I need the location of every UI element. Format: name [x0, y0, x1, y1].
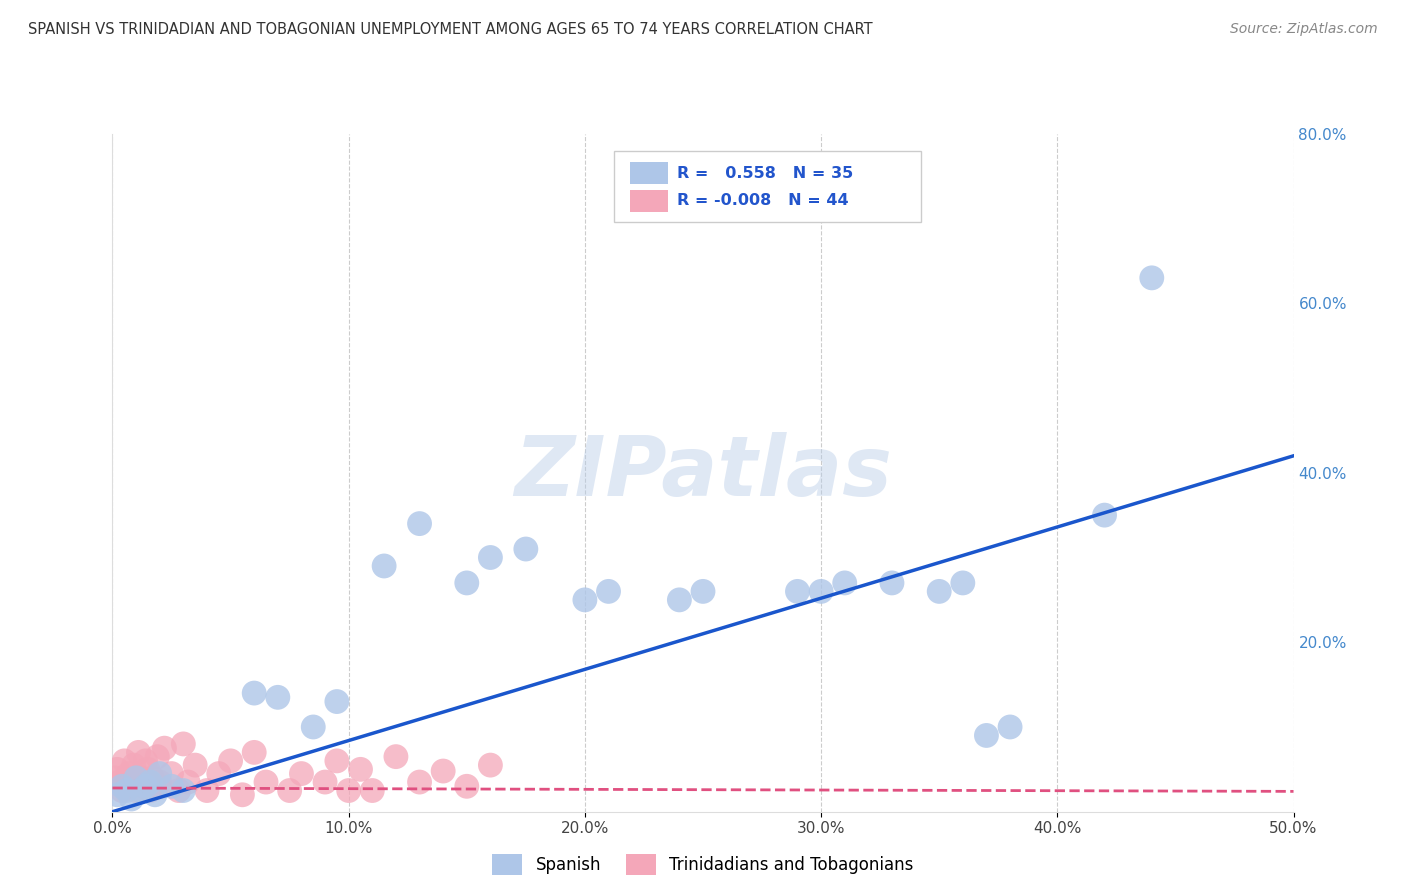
Point: [349, 762, 371, 776]
Point: [952, 576, 974, 591]
Text: SPANISH VS TRINIDADIAN AND TOBAGONIAN UNEMPLOYMENT AMONG AGES 65 TO 74 YEARS COR: SPANISH VS TRINIDADIAN AND TOBAGONIAN UN…: [28, 22, 873, 37]
Point: [129, 771, 152, 785]
Point: [120, 792, 142, 806]
Point: [105, 762, 128, 776]
Point: [574, 592, 596, 607]
Point: [231, 788, 253, 802]
Point: [125, 771, 148, 785]
Point: [786, 584, 808, 599]
Point: [456, 780, 478, 794]
Point: [129, 783, 152, 797]
Point: [976, 728, 998, 742]
Point: [149, 766, 172, 780]
Point: [408, 516, 430, 531]
Text: R = -0.008   N = 44: R = -0.008 N = 44: [678, 194, 849, 209]
Point: [115, 780, 138, 794]
FancyBboxPatch shape: [614, 151, 921, 222]
Point: [172, 783, 194, 797]
Point: [880, 576, 903, 591]
Point: [208, 766, 231, 780]
Point: [598, 584, 620, 599]
Point: [111, 780, 134, 794]
Point: [167, 783, 190, 797]
Point: [139, 775, 162, 789]
Text: ZIPatlas: ZIPatlas: [515, 433, 891, 513]
Point: [373, 558, 395, 574]
Point: [118, 766, 141, 780]
Point: [195, 783, 218, 797]
FancyBboxPatch shape: [630, 162, 668, 184]
Point: [326, 694, 349, 708]
Point: [456, 576, 478, 591]
Point: [326, 754, 349, 768]
Point: [127, 746, 149, 760]
Point: [692, 584, 714, 599]
Point: [314, 775, 336, 789]
Point: [998, 720, 1021, 734]
Point: [122, 758, 145, 772]
Point: [515, 541, 537, 557]
Point: [142, 771, 165, 785]
Point: [243, 686, 266, 700]
Point: [153, 741, 176, 756]
Point: [125, 783, 148, 797]
Point: [290, 766, 312, 780]
Point: [254, 775, 277, 789]
Point: [177, 775, 200, 789]
Point: [132, 780, 155, 794]
Point: [146, 749, 169, 764]
Point: [219, 754, 242, 768]
Point: [479, 550, 502, 565]
Point: [135, 780, 157, 794]
Point: [408, 775, 430, 789]
Point: [479, 758, 502, 772]
Point: [278, 783, 301, 797]
Point: [104, 771, 127, 785]
Point: [668, 592, 690, 607]
Point: [810, 584, 832, 599]
Point: [120, 775, 142, 789]
Point: [143, 788, 166, 802]
Point: [136, 762, 159, 776]
Point: [105, 788, 128, 802]
Point: [172, 737, 194, 751]
Point: [361, 783, 384, 797]
Point: [432, 764, 454, 778]
Point: [184, 758, 207, 772]
Point: [1140, 271, 1163, 285]
Point: [160, 780, 183, 794]
Text: Source: ZipAtlas.com: Source: ZipAtlas.com: [1230, 22, 1378, 37]
FancyBboxPatch shape: [630, 190, 668, 211]
Legend: Spanish, Trinidadians and Tobagonians: Spanish, Trinidadians and Tobagonians: [485, 847, 921, 881]
Point: [112, 754, 135, 768]
Point: [108, 775, 131, 789]
Point: [243, 746, 266, 760]
Point: [143, 780, 166, 794]
Point: [337, 783, 360, 797]
Point: [834, 576, 856, 591]
Point: [115, 783, 138, 797]
Point: [928, 584, 950, 599]
Point: [302, 720, 325, 734]
Point: [1094, 508, 1116, 523]
Point: [385, 749, 408, 764]
Point: [160, 766, 183, 780]
Point: [135, 754, 157, 768]
Point: [139, 783, 162, 797]
Point: [149, 775, 172, 789]
Point: [111, 783, 134, 797]
Point: [267, 690, 290, 705]
Text: R =   0.558   N = 35: R = 0.558 N = 35: [678, 166, 853, 180]
